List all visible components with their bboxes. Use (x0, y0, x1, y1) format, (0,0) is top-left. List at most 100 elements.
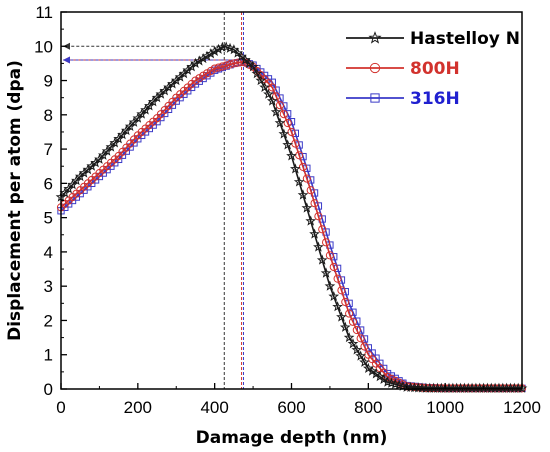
x-tick-label: 200 (124, 398, 152, 417)
y-tick-label: 5 (44, 209, 53, 228)
series-point (222, 61, 231, 70)
series-point (283, 118, 292, 128)
series-point (286, 150, 297, 161)
series-point (310, 199, 319, 208)
x-tick-label: 400 (200, 398, 228, 417)
series-point (302, 174, 311, 183)
x-tick-label: 0 (56, 398, 65, 417)
series-point (360, 342, 369, 351)
legend-label: Hastelloy N (410, 29, 520, 49)
y-tick-label: 0 (44, 380, 53, 399)
series-point (348, 317, 358, 326)
series-point (341, 297, 350, 307)
series-point (229, 59, 238, 68)
series-point (372, 354, 380, 362)
series-point (210, 64, 219, 73)
y-tick-label: 7 (44, 140, 53, 159)
series-point (275, 101, 285, 110)
y-axis-title: Displacement per atom (dpa) (5, 60, 25, 341)
peak-arrow-head (63, 56, 70, 64)
series-point (325, 251, 334, 260)
y-tick-label: 11 (35, 3, 53, 22)
series-point (301, 202, 313, 213)
series-point (297, 189, 309, 200)
legend-item: 316H (346, 89, 460, 109)
series-point (333, 274, 342, 283)
series-point (332, 301, 343, 312)
series-point (218, 62, 227, 71)
series-point (359, 356, 370, 367)
y-tick-label: 1 (44, 346, 53, 365)
x-tick-label: 1000 (426, 398, 464, 417)
series-point (320, 267, 332, 278)
series-point (251, 68, 263, 79)
series-point (274, 117, 286, 128)
series-point (293, 176, 305, 187)
series-point (247, 61, 259, 72)
series-point (329, 262, 338, 272)
series-point (193, 55, 205, 66)
x-tick-label: 1200 (503, 398, 541, 417)
series-line (60, 60, 522, 390)
y-tick-label: 2 (44, 311, 53, 330)
series-point (306, 186, 315, 195)
series-point (368, 349, 376, 357)
series-point (259, 81, 270, 92)
series-point (351, 344, 363, 355)
series-point (270, 106, 282, 117)
series-point (313, 241, 324, 252)
series-point (289, 163, 301, 174)
series-point (295, 151, 304, 160)
peak-guide-lines (63, 12, 244, 389)
series-point (225, 60, 235, 69)
series-point (287, 118, 296, 126)
series-point (339, 321, 351, 332)
series-point (322, 238, 331, 247)
y-tick-label: 6 (44, 174, 53, 193)
y-tick-label: 4 (44, 243, 53, 262)
series-point (190, 57, 201, 68)
y-tick-label: 10 (34, 37, 53, 56)
series-point (318, 225, 327, 234)
series-point (353, 317, 361, 325)
series-point (255, 74, 267, 86)
series-point (298, 162, 308, 171)
series-point (209, 45, 221, 56)
series-point (328, 290, 340, 302)
y-tick-label: 9 (44, 72, 53, 91)
series-point (347, 338, 359, 349)
series-point (233, 58, 242, 67)
series-point (343, 331, 355, 343)
series-point (213, 43, 224, 54)
series-point (287, 127, 296, 137)
y-tick-label: 8 (44, 106, 53, 125)
legend-swatch-marker (369, 62, 381, 74)
series-point (316, 254, 328, 265)
legend-label: 316H (410, 89, 460, 109)
series-point (279, 110, 288, 119)
series-point (305, 215, 317, 226)
series-point (201, 50, 213, 61)
legend-item: 800H (346, 59, 460, 79)
series-point (309, 228, 320, 239)
series-point (324, 280, 336, 291)
series-point (268, 78, 276, 86)
series-point (337, 286, 346, 295)
series-point (349, 308, 357, 316)
series-line (60, 60, 522, 390)
series-point (278, 128, 290, 139)
series-point (263, 88, 274, 99)
series-point (266, 95, 278, 106)
series-point (282, 139, 294, 150)
legend-swatch-marker (370, 93, 380, 103)
series-point (268, 83, 277, 92)
series-point (355, 350, 366, 361)
series-point (356, 334, 365, 343)
series-point (197, 52, 209, 64)
x-axis-title: Damage depth (nm) (196, 428, 388, 448)
x-tick-label: 600 (277, 398, 305, 417)
legend: Hastelloy N 800H 316H (346, 29, 520, 109)
legend-label: 800H (410, 59, 460, 79)
series-point (336, 311, 347, 322)
